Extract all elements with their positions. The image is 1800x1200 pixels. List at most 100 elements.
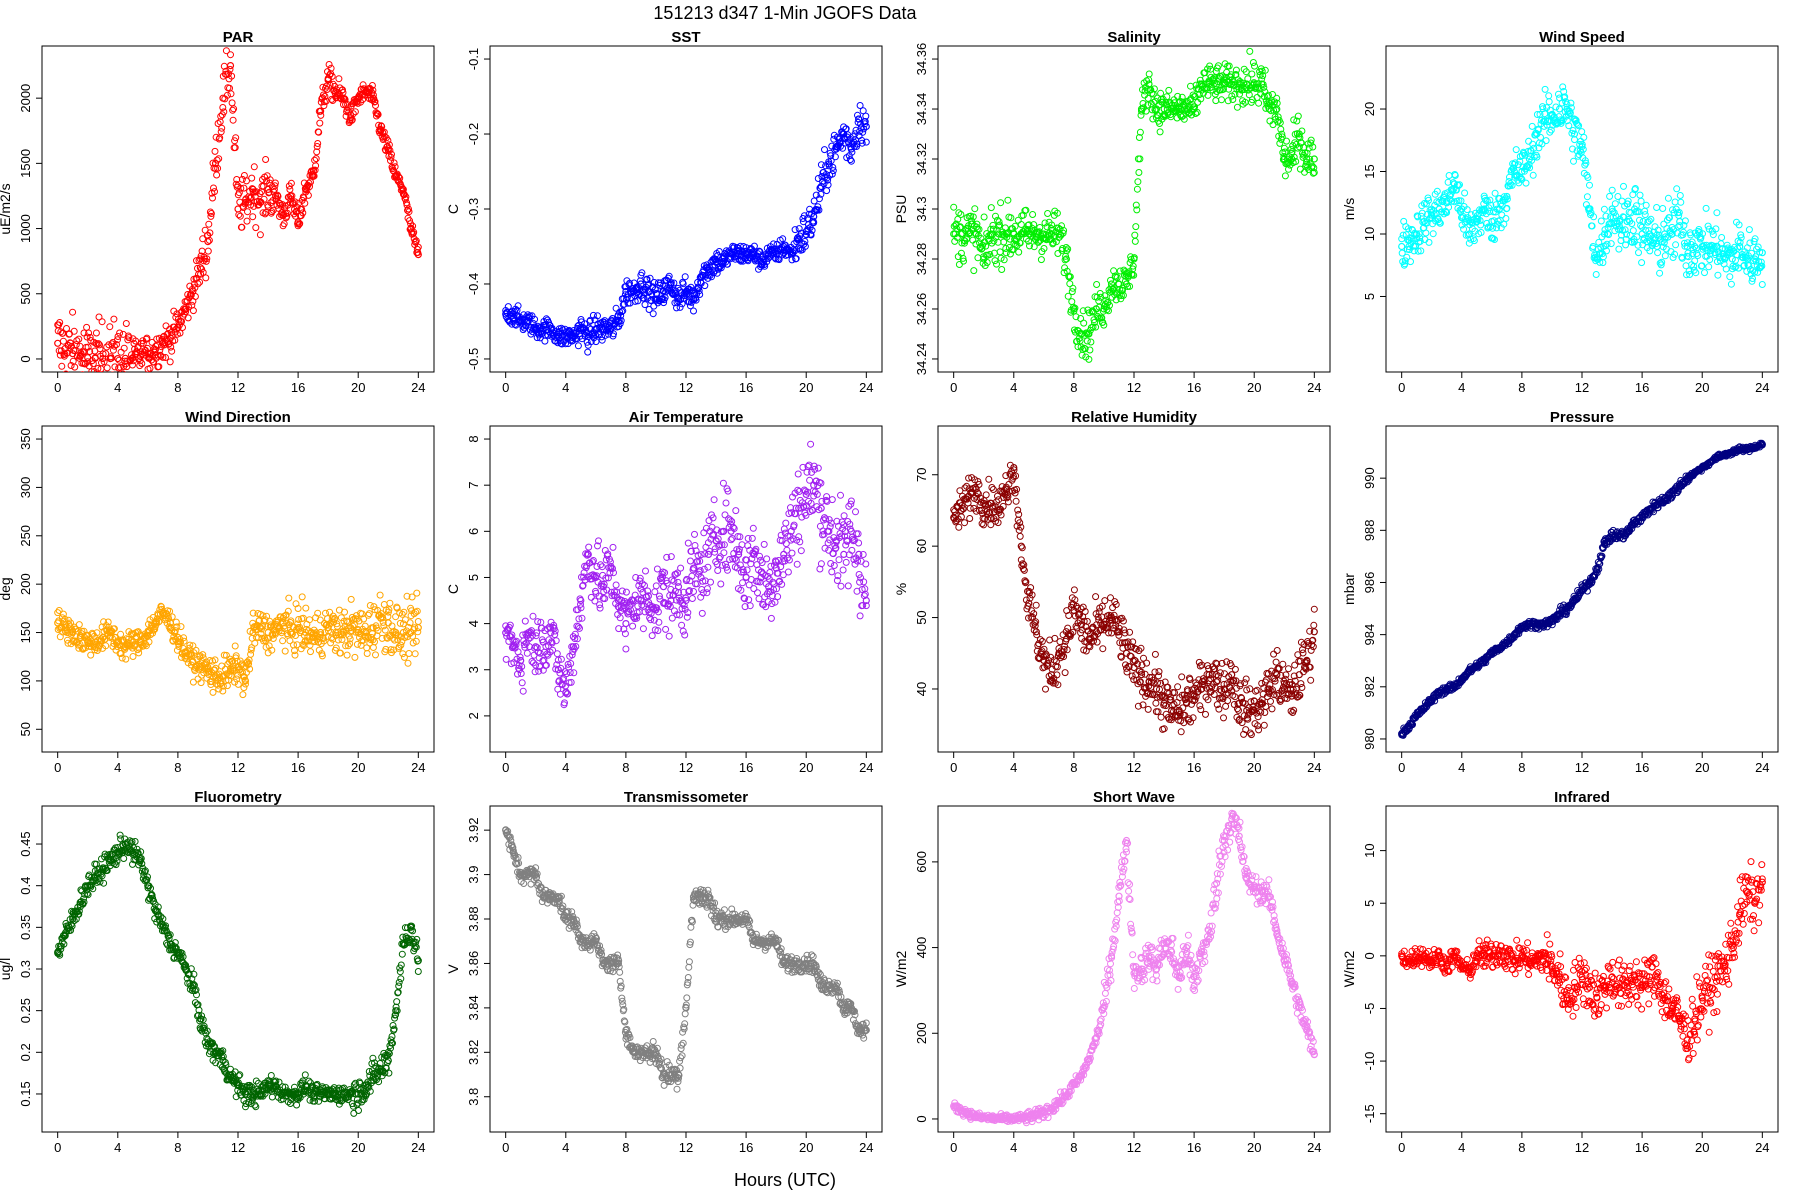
data-point [532,661,540,669]
data-point [372,102,379,109]
series-point [1428,211,1436,219]
data-point [1285,165,1292,173]
data-point [531,668,539,676]
data-point [347,595,355,603]
series-point [377,614,385,622]
data-point [69,376,75,382]
data-point [1452,186,1460,194]
data-point [261,616,269,624]
data-point [378,634,386,642]
data-point [1281,148,1289,156]
y-tick-label: 34.34 [914,93,929,126]
data-point [285,594,293,602]
series-point [1190,105,1198,113]
data-point [634,602,642,610]
data-point [1067,630,1075,638]
data-point [382,645,390,653]
data-point [1445,203,1453,211]
data-point [168,347,176,355]
series-point [414,251,422,259]
series-point [347,624,355,632]
data-point [1526,164,1534,172]
series-point [659,583,668,591]
data-point [305,179,313,187]
series-point [76,352,84,360]
data-point [94,365,102,372]
data-point [676,303,684,311]
data-point [626,602,633,610]
data-point [75,621,83,629]
data-point [101,382,107,388]
data-point [996,248,1004,256]
data-point [1749,275,1756,282]
data-point [1451,172,1459,179]
series-point [840,550,848,559]
data-point [1557,116,1565,124]
data-point [834,572,842,580]
data-point [978,244,986,252]
series-point [272,192,280,200]
data-point [1537,133,1544,141]
data-point [1013,485,1021,493]
data-point [529,612,537,620]
x-tick-label: 24 [1307,760,1321,775]
data-point [1180,115,1188,123]
y-axis-label: m/s [1341,198,1357,221]
data-point [641,301,649,309]
series-point [129,354,137,362]
series-point [780,242,788,251]
series-point [1152,105,1161,113]
series-point [682,287,690,296]
data-point [247,194,255,202]
data-point [665,632,673,640]
data-point [306,616,313,624]
data-point [1242,68,1250,76]
series-point [219,94,227,102]
y-tick-label: -0.1 [466,48,481,70]
data-point [744,542,752,550]
series-point [1593,255,1601,263]
data-point [1491,236,1498,243]
data-point [145,638,153,646]
data-point [536,334,544,342]
data-point [1440,193,1447,201]
x-tick-label: 4 [1010,760,1017,775]
y-tick-label: 34.26 [914,293,929,326]
data-point [372,651,379,659]
data-point [990,237,998,245]
data-point [862,112,870,120]
data-point [847,497,855,505]
data-point [1679,228,1687,236]
data-point [685,587,693,595]
data-point [231,642,239,650]
data-point [1135,169,1143,176]
data-point [267,199,275,207]
data-point [655,618,663,626]
data-point [999,502,1007,510]
data-point [690,307,697,315]
y-tick-label: 20 [1362,102,1377,116]
series-point [667,596,675,605]
data-point [980,521,988,529]
data-point [246,665,254,673]
x-tick-label: 4 [562,380,569,395]
data-point [325,61,333,68]
data-point [1089,307,1096,315]
data-point [1561,93,1569,101]
data-point [1631,185,1639,192]
series-point [697,573,705,582]
series-point [69,628,77,637]
series-point [524,629,532,637]
data-point [532,632,540,640]
series-point [362,628,370,637]
data-point [1060,653,1068,661]
data-point [557,324,565,332]
series-point [302,628,310,637]
data-point [1281,172,1289,180]
series-point [1100,305,1108,313]
data-point [794,486,802,494]
series-point [719,527,728,535]
data-point [1015,248,1023,256]
data-point [1135,134,1143,141]
data-point [1016,239,1024,247]
